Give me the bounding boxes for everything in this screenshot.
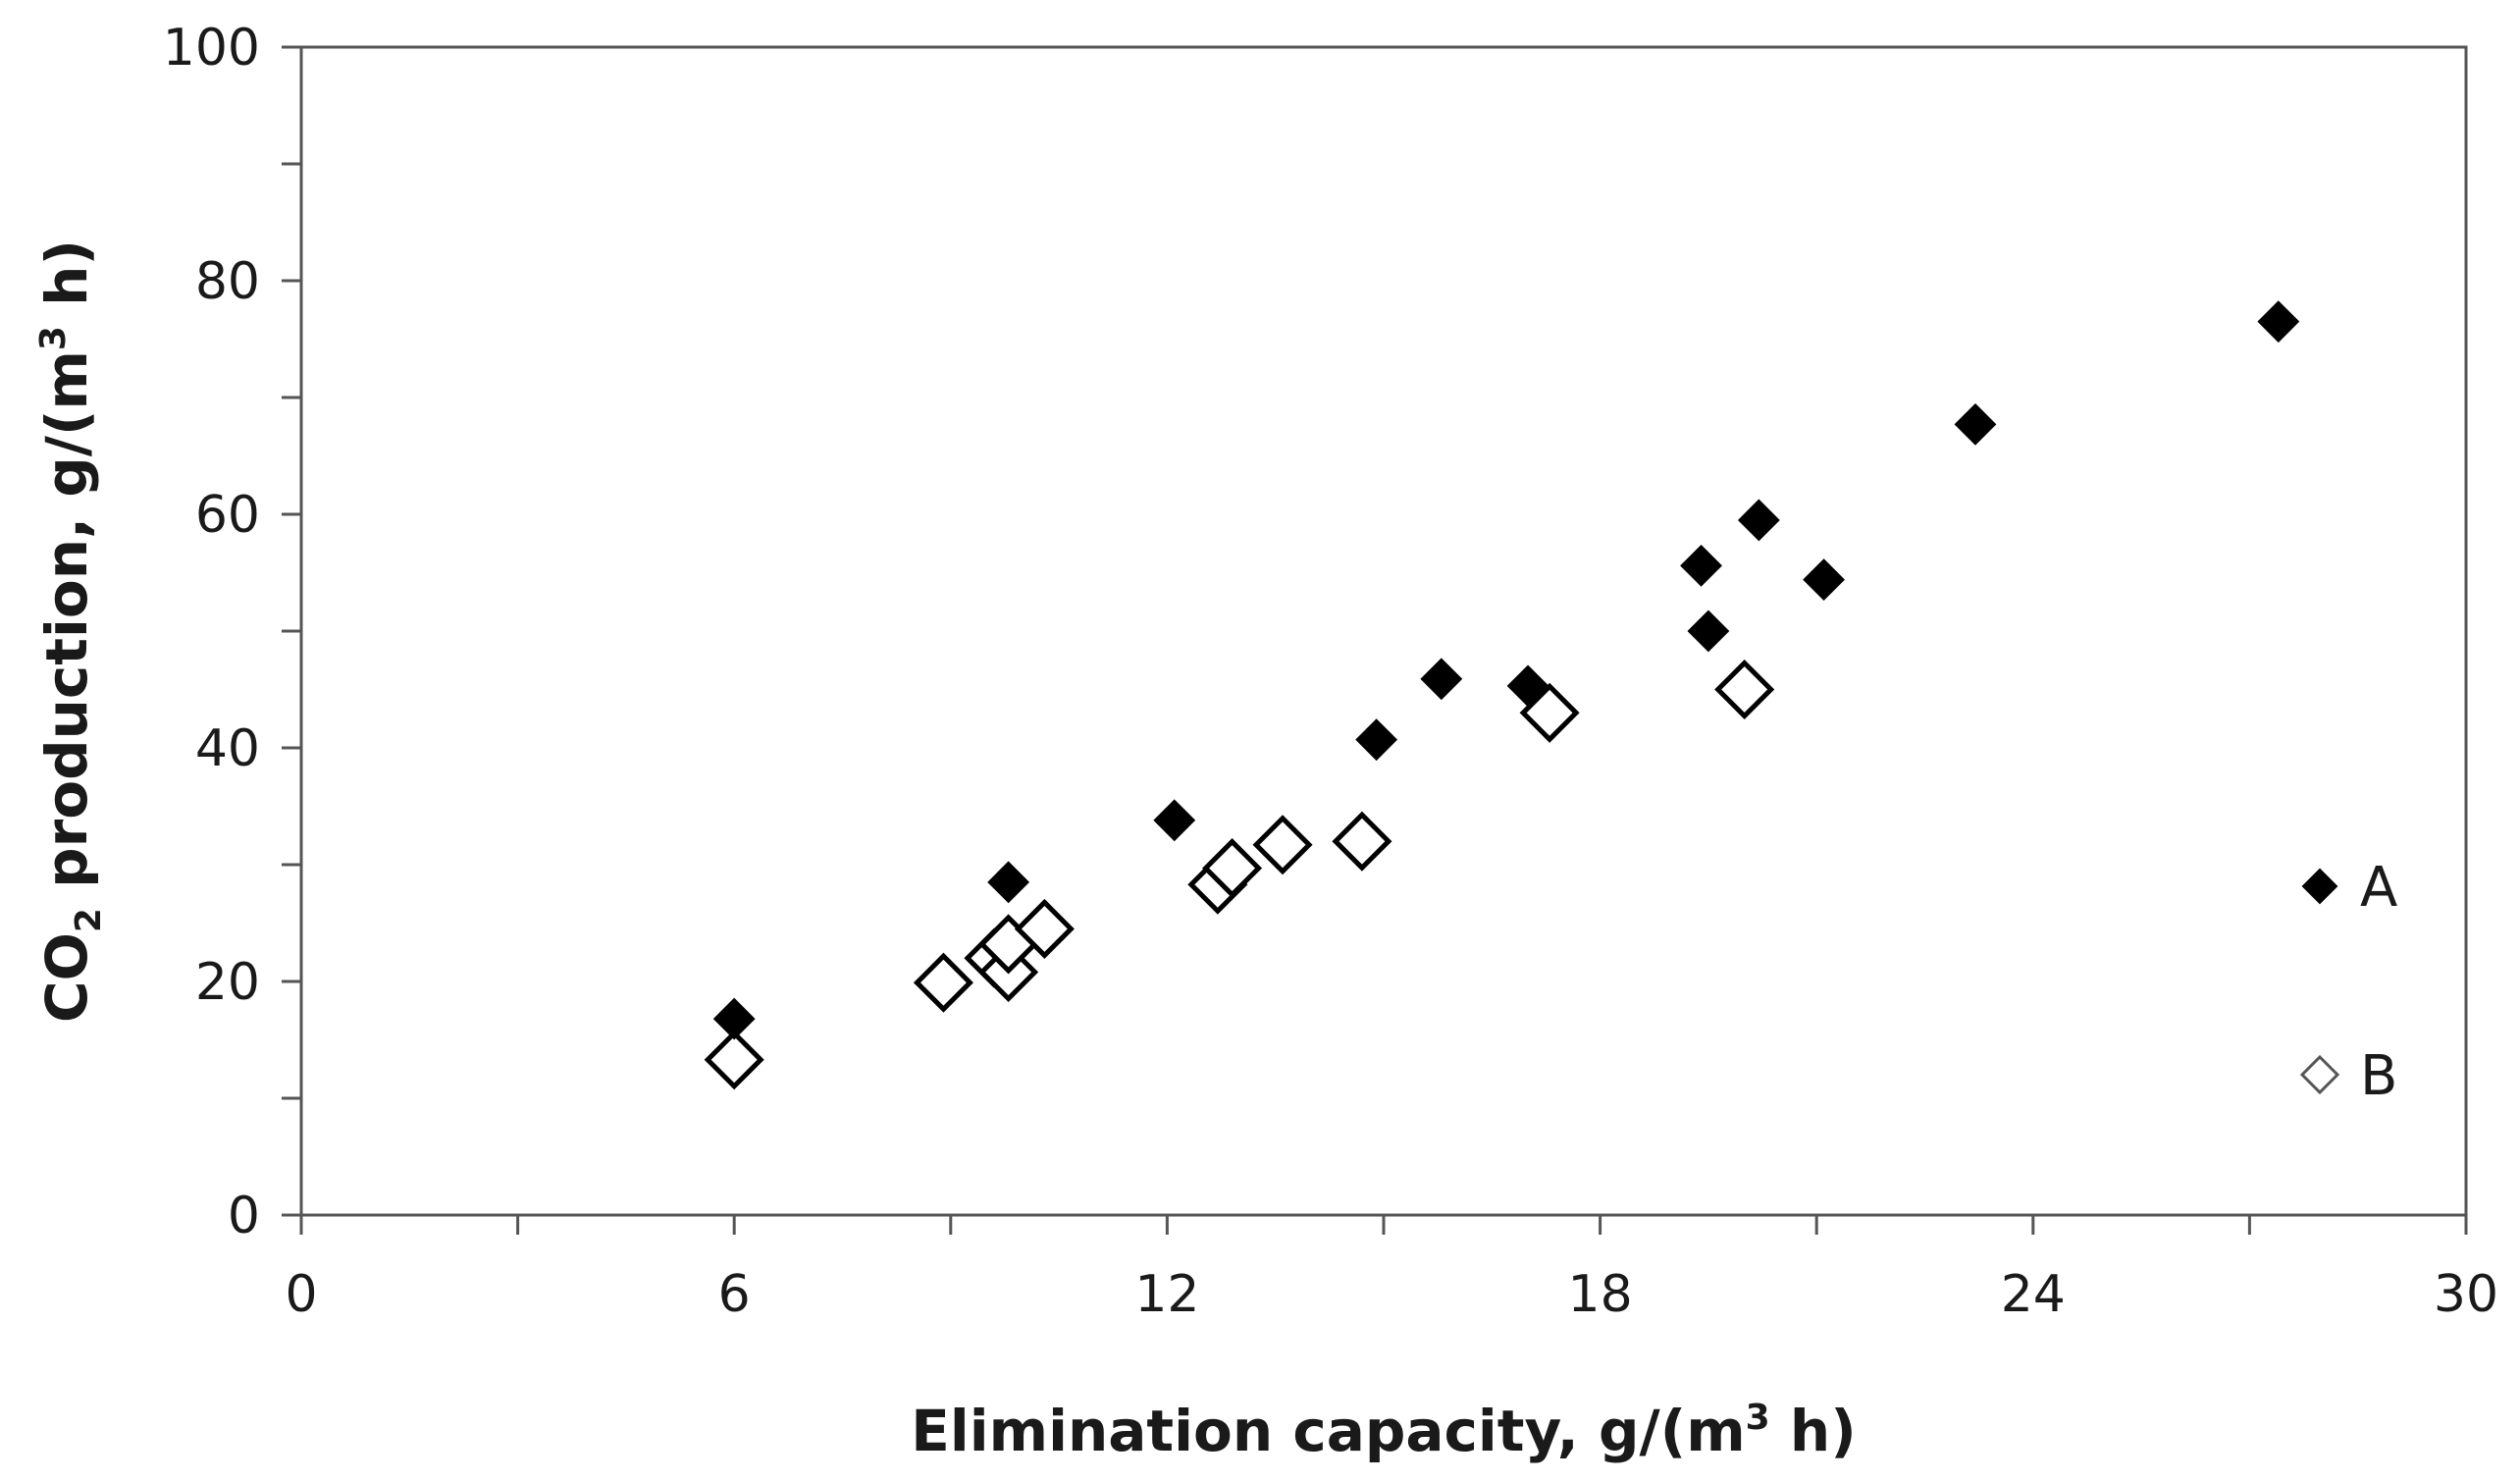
y-tick-label: 100 (163, 19, 260, 78)
point-B (1202, 838, 1263, 899)
point-A (1355, 718, 1398, 762)
point-A (1737, 499, 1780, 542)
legend-marker-B (2299, 1054, 2340, 1095)
point-B (913, 952, 973, 1013)
axes-layer: 0 6 12 18 24 30 0 20 40 60 80 100 (163, 19, 2498, 1324)
legend-label-A: A (2360, 856, 2397, 920)
point-B (1519, 682, 1580, 743)
axis-titles: Elimination capacity, g/(m3 h) CO2 produc… (33, 239, 1857, 1464)
x-tick-label: 18 (1568, 1265, 1633, 1324)
y-tick-label: 0 (228, 1187, 260, 1245)
x-tick-label: 24 (2001, 1265, 2066, 1324)
point-A (1153, 799, 1196, 842)
point-B (1252, 815, 1313, 875)
y-axis-title: CO2 production, g/(m3 h) (33, 239, 109, 1023)
x-axis-title: Elimination capacity, g/(m3 h) (911, 1398, 1856, 1464)
point-A (1954, 402, 1997, 446)
y-tick-label: 80 (195, 252, 260, 311)
point-A (1506, 664, 1549, 708)
series-B (704, 659, 1775, 1090)
x-tick-label: 30 (2434, 1265, 2498, 1324)
point-A (987, 861, 1030, 904)
legend: AB (2299, 856, 2397, 1108)
point-B (1714, 659, 1775, 720)
legend-label-B: B (2360, 1044, 2397, 1108)
point-A (1803, 558, 1845, 602)
marks-layer (704, 300, 2300, 1090)
series-A (712, 300, 2300, 1040)
point-A (712, 997, 756, 1040)
y-tick-label: 20 (195, 953, 260, 1012)
legend-marker-A (2301, 868, 2338, 905)
point-B (1014, 898, 1075, 959)
point-B (704, 1030, 764, 1090)
x-tick-label: 0 (285, 1265, 317, 1324)
point-B (1332, 811, 1392, 872)
point-A (2257, 300, 2300, 344)
legend-item-B: B (2299, 1044, 2397, 1108)
point-A (1680, 544, 1722, 587)
y-tick-label: 40 (195, 719, 260, 778)
point-A (1420, 658, 1463, 701)
y-tick-label: 60 (195, 486, 260, 545)
x-tick-label: 12 (1134, 1265, 1199, 1324)
point-A (1687, 609, 1730, 653)
x-tick-label: 6 (718, 1265, 751, 1324)
plot-frame (299, 45, 2468, 1217)
legend-item-A: A (2301, 856, 2397, 920)
